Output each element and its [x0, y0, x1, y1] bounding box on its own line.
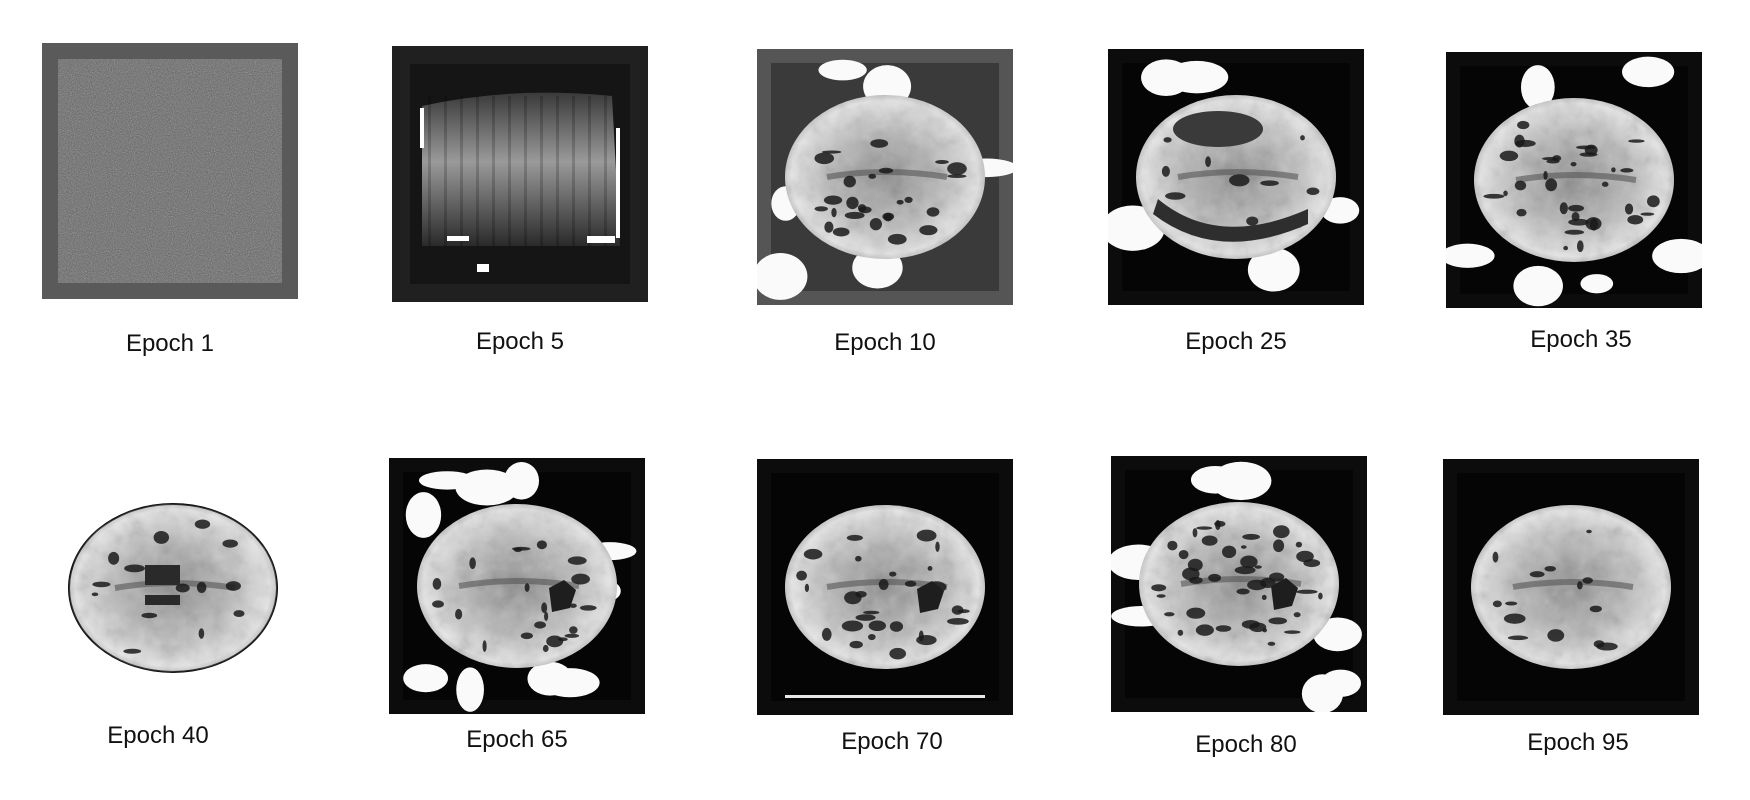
sample-image-epoch-95: [1443, 459, 1699, 715]
sample-image-epoch-40: [45, 460, 301, 716]
caption-epoch-80: Epoch 80: [1195, 731, 1297, 758]
sample-image-epoch-1: [42, 43, 298, 299]
caption-epoch-10: Epoch 10: [834, 329, 936, 356]
sample-image-epoch-10: [757, 49, 1013, 305]
caption-epoch-1: Epoch 1: [125, 330, 215, 357]
sample-image-epoch-25: [1108, 49, 1364, 305]
sample-image-epoch-5: [392, 46, 648, 302]
caption-epoch-70: Epoch 70: [841, 728, 943, 755]
caption-epoch-5: Epoch 5: [475, 328, 565, 355]
sample-image-epoch-65: [389, 458, 645, 714]
caption-epoch-35: Epoch 35: [1530, 326, 1632, 353]
caption-epoch-95: Epoch 95: [1527, 729, 1629, 756]
caption-epoch-40: Epoch 40: [107, 722, 209, 749]
sample-image-epoch-70: [757, 459, 1013, 715]
sample-image-epoch-35: [1446, 52, 1702, 308]
sample-image-epoch-80: [1111, 456, 1367, 712]
caption-epoch-25: Epoch 25: [1185, 328, 1287, 355]
caption-epoch-65: Epoch 65: [466, 726, 568, 753]
